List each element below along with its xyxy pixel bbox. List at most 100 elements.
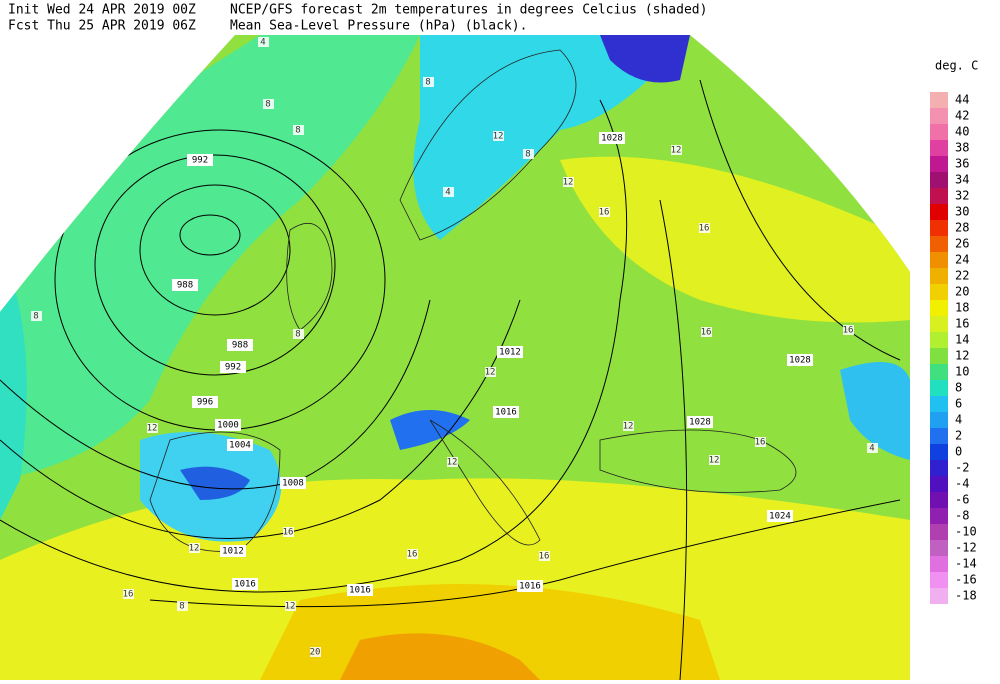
temperature-label: 8 (33, 312, 38, 322)
isobar-label: 1016 (495, 408, 517, 418)
temperature-label: 12 (623, 422, 634, 432)
temperature-label: 20 (310, 648, 321, 658)
temperature-label-bg (671, 145, 682, 155)
legend-swatch (930, 172, 948, 188)
legend-label: -10 (955, 525, 977, 539)
temperature-label-bg (310, 647, 321, 657)
legend-swatch (930, 380, 948, 396)
isobar-label-bg (227, 339, 253, 351)
legend-swatch (930, 588, 948, 604)
temperature-label-bg (701, 327, 712, 337)
legend-swatch (930, 140, 948, 156)
isobar-label-bg (172, 279, 198, 291)
temperature-label-bg (147, 423, 158, 433)
legend-swatch (930, 396, 948, 412)
temperature-label: 12 (671, 146, 682, 156)
legend-label: 14 (955, 333, 969, 347)
temperature-label: 16 (123, 590, 134, 600)
temperature-label: 4 (869, 444, 874, 454)
legend-label: 28 (955, 221, 969, 235)
temperature-label-bg (447, 457, 458, 467)
isobar-label-bg (497, 346, 523, 358)
temperature-label-bg (407, 549, 418, 559)
legend-title: deg. C (935, 59, 978, 73)
legend-swatch (930, 300, 948, 316)
isobar-label: 1016 (234, 580, 256, 590)
temperature-label: 8 (425, 78, 430, 88)
isobar-label-bg (220, 545, 246, 557)
isobar-label-bg (215, 419, 241, 431)
title-line2: Mean Sea-Level Pressure (hPa) (black). (230, 19, 527, 34)
legend-label: -2 (955, 461, 969, 475)
legend-label: -8 (955, 509, 969, 523)
isobar-label-bg (767, 510, 793, 522)
legend-label: 36 (955, 157, 969, 171)
isobar-label: 1024 (769, 512, 791, 522)
isobar-label-bg (493, 406, 519, 418)
temperature-label: 16 (283, 528, 294, 538)
temperature-label: 12 (189, 544, 200, 554)
legend-swatch (930, 92, 948, 108)
isobar-label-bg (187, 154, 213, 166)
temperature-label: 8 (295, 330, 300, 340)
legend-label: 44 (955, 93, 969, 107)
isobar-label-bg (227, 439, 253, 451)
legend-swatch (930, 204, 948, 220)
temperature-label-bg (263, 99, 274, 109)
legend-swatch (930, 108, 948, 124)
legend-swatch (930, 444, 948, 460)
fcst-text: Fcst Thu 25 APR 2019 06Z (8, 19, 196, 34)
legend-swatch (930, 492, 948, 508)
legend-label: 40 (955, 125, 969, 139)
temperature-label: 8 (179, 602, 184, 612)
isobar-label: 1012 (499, 348, 521, 358)
temperature-label: 16 (407, 550, 418, 560)
legend-label: 0 (955, 445, 962, 459)
isobar-label-bg (787, 354, 813, 366)
temperature-label-bg (493, 131, 504, 141)
legend-swatch (930, 428, 948, 444)
legend-swatch (930, 236, 948, 252)
temperature-label-bg (189, 543, 200, 553)
isobar-label-bg (232, 578, 258, 590)
legend-label: 32 (955, 189, 969, 203)
legend-label: 18 (955, 301, 969, 315)
temperature-label: 12 (485, 368, 496, 378)
temperature-label-bg (443, 187, 454, 197)
isobar-label: 1004 (229, 441, 251, 451)
legend-label: 38 (955, 141, 969, 155)
isobars (0, 79, 901, 680)
title-line1: NCEP/GFS forecast 2m temperatures in deg… (230, 3, 707, 18)
temperature-label-bg (867, 443, 878, 453)
legend-swatch (930, 524, 948, 540)
legend-swatch (930, 348, 948, 364)
legend-swatch (930, 412, 948, 428)
temperature-label: 4 (445, 188, 450, 198)
temperature-label-bg (623, 421, 634, 431)
coastlines (149, 49, 797, 552)
isobar-label: 996 (197, 398, 213, 408)
legend-swatch (930, 284, 948, 300)
legend-label: 16 (955, 317, 969, 331)
legend-swatch (930, 364, 948, 380)
temperature-label: 8 (525, 150, 530, 160)
isobar-label-bg (192, 396, 218, 408)
legend-swatch (930, 316, 948, 332)
legend-swatch (930, 220, 948, 236)
isobar-label: 1008 (282, 479, 304, 489)
temperature-label-bg (485, 367, 496, 377)
temperature-label-bg (709, 455, 720, 465)
temperature-label: 4 (260, 38, 265, 48)
legend-swatch (930, 508, 948, 524)
legend-label: -12 (955, 541, 977, 555)
legend-swatch (930, 188, 948, 204)
legend-label: 10 (955, 365, 969, 379)
isobar-label: 1012 (222, 547, 244, 557)
legend-swatch (930, 540, 948, 556)
legend-label: 42 (955, 109, 969, 123)
legend-label: 26 (955, 237, 969, 251)
temperature-label-bg (293, 125, 304, 135)
legend-swatch (930, 476, 948, 492)
isobar-label-bg (599, 132, 625, 144)
